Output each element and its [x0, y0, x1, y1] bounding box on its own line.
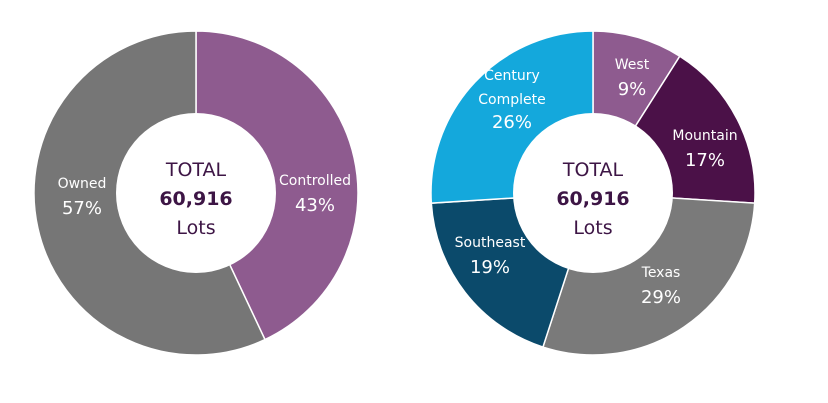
ownership-center-unit: Lots — [176, 217, 215, 239]
ownership-donut-hole — [116, 113, 276, 273]
region-pct-mountain: 17% — [685, 150, 725, 171]
ownership-center-title: TOTAL — [165, 159, 227, 181]
region-label-century-complete: Century Complete — [478, 68, 545, 108]
region-pct-southeast: 19% — [470, 257, 510, 278]
ownership-slice-controlled — [195, 30, 359, 341]
ownership-donut-chart: TOTAL 60,916 Lots Controlled 43% Owned 57% — [33, 30, 359, 356]
region-center-title: TOTAL — [562, 159, 624, 181]
region-center-total: 60,916 — [556, 188, 629, 210]
region-pct-texas: 29% — [641, 287, 681, 308]
region-donut-hole — [513, 113, 673, 273]
region-label-west: West — [615, 57, 650, 73]
region-donut-chart: TOTAL 60,916 Lots West 9% Mountain 17% Texas… — [430, 30, 756, 356]
ownership-center-total: 60,916 — [159, 188, 232, 210]
ownership-pct-owned: 57% — [62, 198, 102, 219]
ownership-label-owned: Owned — [58, 176, 107, 192]
ownership-slice-labels: Controlled 43% Owned 57% — [58, 173, 351, 219]
region-label-southeast: Southeast — [455, 235, 526, 251]
region-label-texas: Texas — [641, 265, 681, 281]
region-pct-west: 9% — [618, 79, 647, 100]
region-label-mountain: Mountain — [672, 128, 737, 144]
region-pct-century-complete: 26% — [492, 112, 532, 133]
ownership-label-controlled: Controlled — [279, 173, 351, 189]
region-slice-labels: West 9% Mountain 17% Texas 29% Southeast 19% Cen… — [455, 57, 738, 308]
region-center-unit: Lots — [573, 217, 612, 239]
ownership-pct-controlled: 43% — [295, 195, 335, 216]
